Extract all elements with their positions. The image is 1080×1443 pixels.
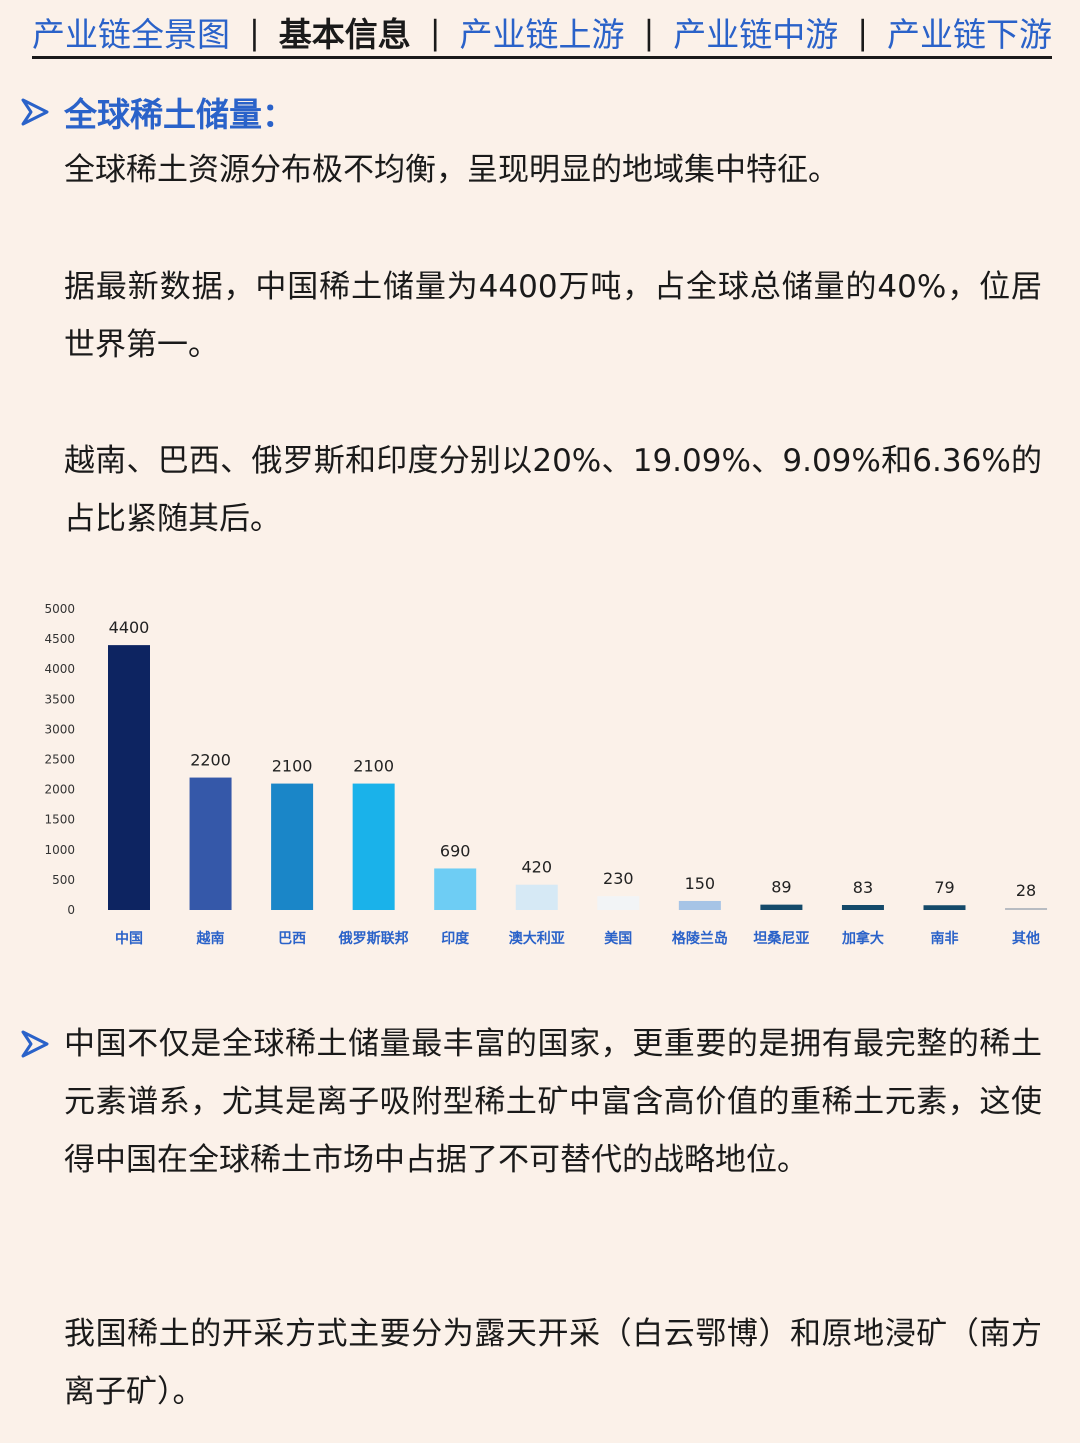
y-tick-label: 4000 [44,662,75,676]
y-tick-label: 2000 [44,783,75,797]
y-tick-label: 1500 [44,813,75,827]
tab-upstream[interactable]: 产业链上游 [459,15,625,54]
data-label: 79 [934,878,954,897]
bar [515,884,558,910]
y-tick-label: 3000 [44,722,75,736]
y-tick-label: 0 [67,903,75,917]
bar [597,896,640,910]
bar [108,645,150,910]
data-label: 2100 [272,757,313,776]
data-label: 690 [440,841,471,860]
tab-midstream[interactable]: 产业链中游 [673,15,839,54]
paragraph-other-countries: 越南、巴西、俄罗斯和印度分别以20%、19.09%、9.09%和6.36%的占比… [64,443,1042,537]
x-tick-label: 美国 [604,930,632,947]
data-label: 2200 [190,751,231,770]
y-tick-label: 500 [52,873,75,887]
x-tick-label: 坦桑尼亚 [753,931,809,947]
x-tick-label: 越南 [196,930,225,947]
tab-basic-info[interactable]: 基本信息 [278,15,411,54]
nav-underline [32,56,1052,59]
tab-panorama[interactable]: 产业链全景图 [32,15,230,54]
data-label: 2100 [353,757,394,776]
data-label: 83 [853,878,873,897]
top-nav: 产业链全景图 | 基本信息 | 产业链上游 | 产业链中游 | 产业链下游 [32,8,1052,56]
y-tick-label: 2500 [44,753,75,767]
data-label: 89 [771,878,791,897]
nav-separator: | [643,12,655,52]
paragraph-china-share: 据最新数据，中国稀土储量为4400万吨，占全球总储量的40%，位居世界第一。 [64,269,1042,363]
x-tick-label: 加拿大 [841,930,884,947]
reserves-bar-chart: 0 500 1000 1500 2000 2500 3000 3500 4000 4500 5000… [44,602,1048,947]
data-label: 150 [685,874,716,893]
bar [923,905,966,910]
x-tick-label: 澳大利亚 [509,930,565,947]
data-label: 420 [521,858,552,877]
bar [352,783,395,910]
y-tick-label: 1000 [44,843,75,857]
x-tick-label: 俄罗斯联邦 [338,930,409,947]
x-tick-label: 印度 [441,930,470,947]
x-tick-label: 其他 [1012,930,1040,947]
data-label: 28 [1016,881,1036,900]
paragraph-intro: 全球稀土资源分布极不均衡，呈现明显的地域集中特征。 [64,152,839,188]
bar [271,783,314,910]
tab-downstream[interactable]: 产业链下游 [887,15,1052,54]
bar [189,777,232,910]
data-label: 230 [603,869,634,888]
nav-separator: | [248,12,260,52]
data-label: 4400 [109,618,150,637]
x-tick-label: 巴西 [278,931,306,947]
paragraph-china-advantage: 中国不仅是全球稀土储量最丰富的国家，更重要的是拥有最完整的稀土元素谱系，尤其是离… [64,1026,1042,1178]
y-tick-label: 5000 [44,602,75,616]
section-heading: 全球稀土储量： [64,95,295,134]
x-tick-label: 中国 [115,930,143,947]
bar [1005,908,1048,910]
bar [434,868,477,910]
arrow-bullet-icon [21,98,49,126]
y-tick-label: 4500 [44,632,75,646]
paragraph-mining-methods: 我国稀土的开采方式主要分为露天开采（白云鄂博）和原地浸矿（南方离子矿）。 [64,1316,1042,1410]
bar [760,904,803,910]
x-tick-label: 格陵兰岛 [672,930,728,947]
y-tick-label: 3500 [44,692,75,706]
bar [678,900,721,910]
nav-separator: | [857,12,869,52]
arrow-bullet-icon [21,1030,49,1058]
x-tick-label: 南非 [931,930,959,947]
bar [841,905,884,910]
nav-separator: | [429,12,441,52]
